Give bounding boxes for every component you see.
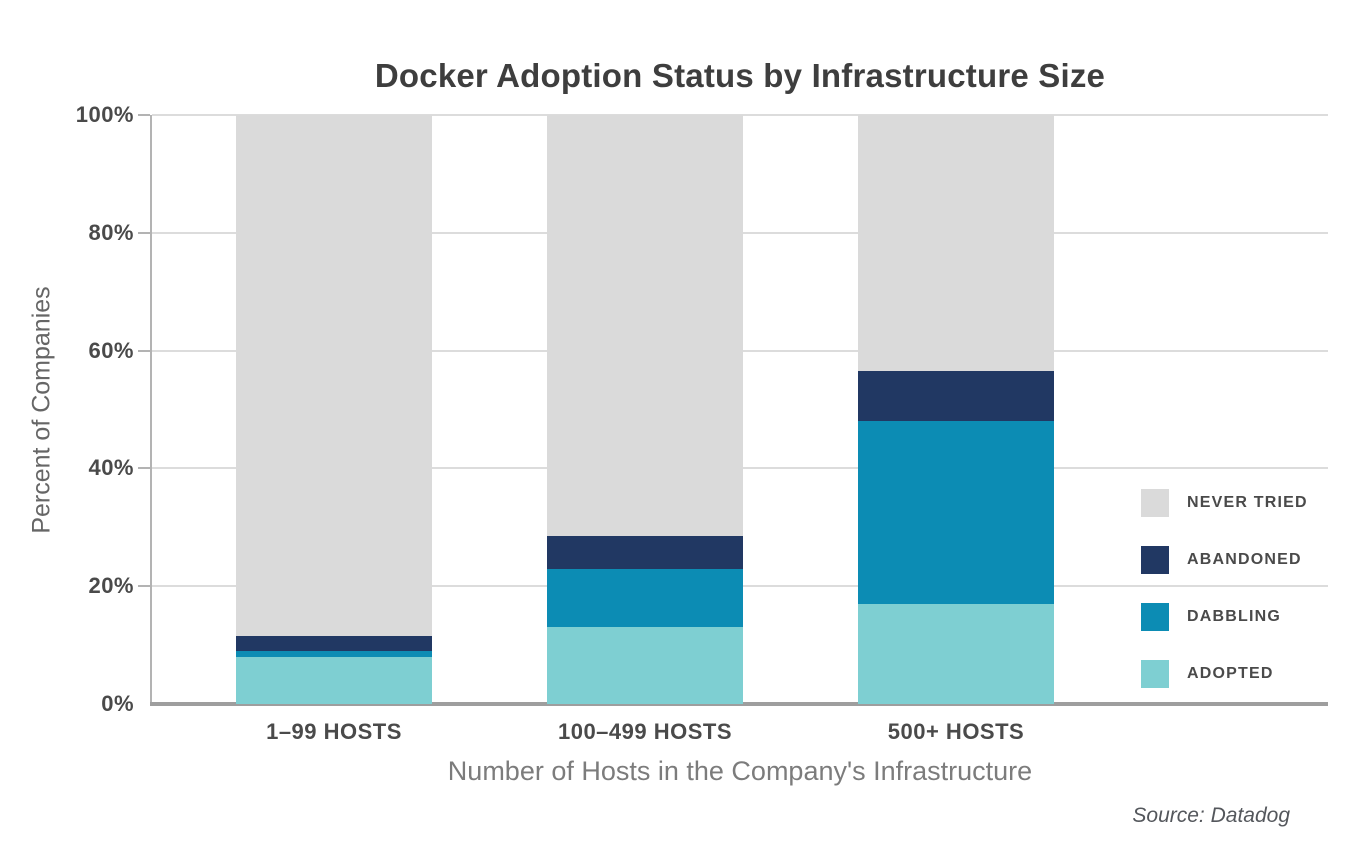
x-axis-line — [150, 702, 1328, 706]
y-tick-label: 80% — [88, 219, 134, 245]
y-axis-line — [150, 115, 152, 704]
bar-stack-1-99-hosts — [236, 115, 432, 704]
y-tick-label: 60% — [88, 337, 134, 363]
bar-segment-never-tried — [547, 115, 743, 537]
legend-item-dabbling: DABBLING — [1141, 603, 1281, 631]
bar-segment-adopted — [858, 603, 1054, 704]
legend-swatch-never-tried — [1141, 489, 1169, 517]
legend-swatch-abandoned — [1141, 546, 1169, 574]
legend-swatch-adopted — [1141, 660, 1169, 688]
bar-stack-100-499-hosts — [547, 115, 743, 704]
bar-segment-adopted — [236, 656, 432, 704]
bar-segment-never-tried — [858, 115, 1054, 372]
y-tick-label: 20% — [88, 573, 134, 599]
bar-segment-dabbling — [547, 568, 743, 628]
legend-label: DABBLING — [1187, 608, 1282, 625]
y-axis-tick — [138, 114, 150, 116]
chart-title: Docker Adoption Status by Infrastructure… — [374, 57, 1106, 94]
y-axis-tick — [138, 585, 150, 588]
y-axis-tick — [138, 231, 150, 234]
source-note: Source: Datadog — [1132, 804, 1290, 827]
y-tick-label: 100% — [75, 102, 134, 127]
bar-segment-never-tried — [236, 115, 432, 637]
legend-item-abandoned: ABANDONED — [1141, 546, 1302, 574]
bar-segment-abandoned — [858, 371, 1054, 422]
y-axis-title: Percent of Companies — [27, 286, 56, 534]
x-category-label-1-99-hosts: 1–99 HOSTS — [266, 719, 402, 744]
legend-label: NEVER TRIED — [1187, 494, 1308, 511]
bar-stack-500-hosts — [858, 115, 1054, 704]
bar-segment-dabbling — [236, 651, 432, 657]
legend-item-never-tried: NEVER TRIED — [1141, 489, 1308, 517]
y-tick-label: 0% — [101, 691, 134, 716]
legend-item-adopted: ADOPTED — [1141, 660, 1274, 688]
y-axis-tick — [138, 349, 150, 352]
bar-segment-dabbling — [858, 421, 1054, 604]
y-axis-tick — [138, 467, 150, 470]
bar-segment-abandoned — [236, 636, 432, 651]
plot-area: 0% 20% 40% 60% 80% 100% — [76, 102, 1328, 716]
x-category-label-100-499-hosts: 100–499 HOSTS — [557, 719, 733, 744]
x-axis-title: Number of Hosts in the Company's Infrast… — [447, 756, 1033, 786]
legend-label: ABANDONED — [1187, 551, 1302, 568]
x-category-label-500-hosts: 500+ HOSTS — [887, 719, 1025, 744]
bar-segment-adopted — [547, 627, 743, 704]
bar-segment-abandoned — [547, 536, 743, 569]
gridline-100% — [152, 114, 1328, 116]
y-tick-label: 40% — [88, 455, 134, 481]
legend-label: ADOPTED — [1187, 665, 1274, 682]
legend-swatch-dabbling — [1141, 603, 1169, 631]
